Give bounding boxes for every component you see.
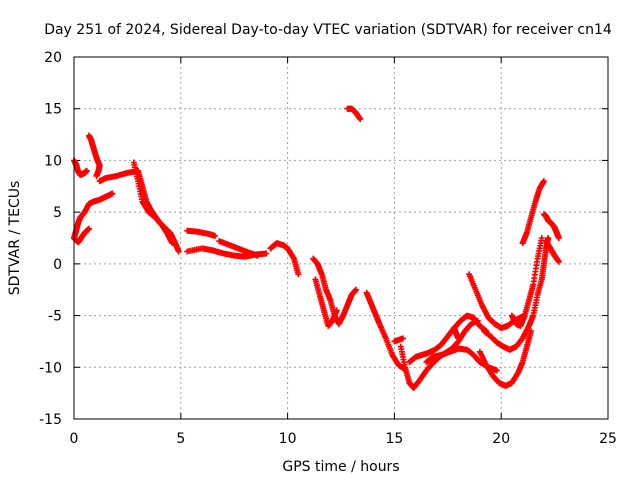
x-tick-label: 10 — [279, 431, 297, 447]
x-tick-label: 5 — [176, 431, 185, 447]
series-arc-19 — [476, 328, 535, 389]
data-point — [263, 250, 270, 257]
data-point — [175, 248, 182, 255]
series-arc-26 — [391, 335, 406, 345]
y-tick-label: 10 — [44, 153, 62, 169]
y-tick-label: 20 — [44, 50, 62, 66]
series-arc-10 — [267, 240, 302, 278]
x-tick-label: 15 — [385, 431, 403, 447]
series-arc-16 — [406, 312, 490, 366]
y-axis-label: SDTVAR / TECUs — [7, 181, 23, 296]
data-point — [83, 167, 90, 174]
series-arc-25 — [543, 238, 562, 265]
data-point — [169, 240, 176, 247]
series-arc-3 — [71, 225, 92, 246]
series-arc-9 — [216, 238, 261, 259]
data-point — [211, 232, 218, 239]
series-arc-4 — [85, 132, 103, 179]
y-tick-label: -15 — [39, 412, 62, 428]
data-point — [555, 235, 562, 241]
y-tick-label: -5 — [48, 309, 62, 325]
data-point — [352, 286, 359, 293]
data-point — [555, 258, 562, 265]
y-tick-label: 15 — [44, 102, 62, 118]
series-arc-13 — [344, 105, 364, 123]
series-arc-14 — [363, 289, 409, 373]
series-arc-22 — [519, 178, 547, 247]
data-point — [295, 271, 302, 278]
grid-lines — [74, 57, 608, 419]
y-tick-label: 5 — [53, 205, 62, 221]
data-point — [333, 307, 340, 314]
series-arc-6 — [130, 159, 176, 247]
data-point — [93, 172, 100, 179]
series-arc-11 — [310, 255, 359, 327]
series-arc-21 — [508, 235, 545, 329]
data-point — [538, 235, 545, 241]
x-axis-label: GPS time / hours — [282, 459, 399, 475]
data-point — [399, 335, 406, 342]
series-arc-2 — [71, 190, 116, 241]
x-tick-label: 25 — [599, 431, 617, 447]
series-arc-24 — [540, 211, 562, 241]
data-point — [540, 178, 547, 185]
y-tick-label: 0 — [53, 257, 62, 273]
series-arc-15 — [397, 317, 481, 391]
data-point — [455, 335, 462, 342]
x-tick-label: 0 — [70, 431, 79, 447]
data-point — [493, 367, 500, 374]
data-series — [71, 105, 562, 391]
series-arc-27 — [451, 324, 462, 342]
axis-ticks — [73, 56, 609, 420]
y-tick-label: -10 — [39, 360, 62, 376]
data-point — [545, 235, 552, 241]
plot-frame — [73, 56, 609, 420]
series-arc-7 — [184, 227, 218, 239]
series-arc-12 — [312, 276, 340, 329]
data-point — [357, 116, 364, 123]
y-tick-labels: -15 -10 -5 0 5 10 15 20 — [39, 50, 62, 428]
data-point — [85, 225, 92, 232]
x-tick-label: 20 — [492, 431, 510, 447]
chart-title: Day 251 of 2024, Sidereal Day-to-day VTE… — [44, 22, 612, 38]
data-point — [109, 190, 116, 197]
data-point — [254, 252, 261, 259]
x-tick-labels: 0 5 10 15 20 25 — [70, 431, 617, 447]
